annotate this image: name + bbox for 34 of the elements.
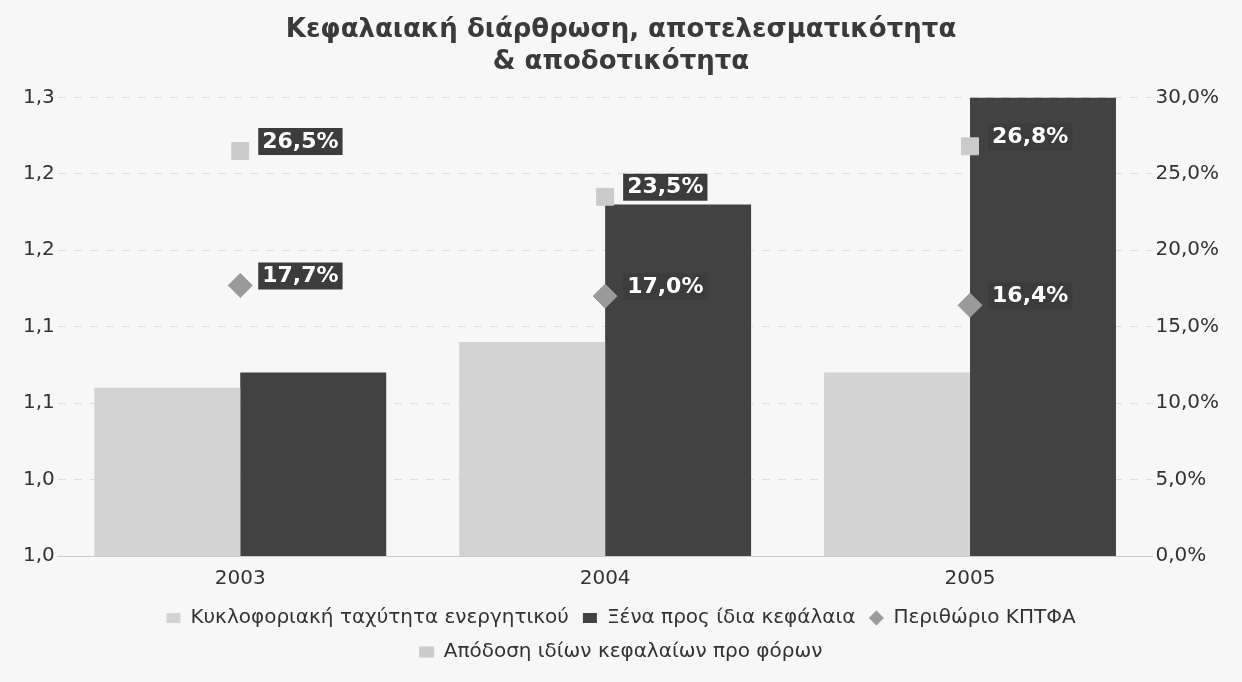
y-tick-label: 1,0 [22,465,55,490]
legend-label: Κυκλοφοριακή ταχύτητα ενεργητικού [190,604,569,629]
y-tick-label: 1,3 [22,83,55,108]
y-tick-label: 1,2 [22,160,55,185]
data-label: 16,4% [992,282,1069,308]
point [227,272,253,298]
y2-tick-label: 15,0% [1155,312,1220,337]
point [592,283,618,309]
chart-title: Κεφαλαιακή διάρθρωση, αποτελεσματικότητα & αποδοτικότητα [285,13,957,75]
point [596,187,615,206]
y2-tick-label: 20,0% [1155,236,1220,261]
y-tick-label: 1,1 [22,312,55,337]
x-tick-label: 2005 [944,565,996,590]
point [957,292,983,318]
x-tick-label: 2003 [214,565,266,590]
legend-label: Ξένα προς ίδια κεφάλαια [606,604,856,629]
legend-label: Περιθώριο ΚΠΤΦΑ [893,604,1076,629]
data-label: 17,0% [627,272,704,298]
y2-tick-label: 0,0% [1155,542,1207,567]
point [961,137,980,156]
y-tick-label: 1,0 [22,542,55,567]
legend-label: Απόδοση ιδίων κεφαλαίων προ φόρων [443,638,823,663]
point [231,141,250,160]
y-tick-label: 1,1 [22,389,55,414]
data-label: 23,5% [627,173,704,199]
y-tick-label: 1,2 [22,236,55,261]
data-label: 26,5% [262,127,339,153]
y2-tick-label: 5,0% [1155,465,1207,490]
data-label: 26,8% [992,123,1069,149]
x-tick-label: 2004 [579,565,631,590]
y2-tick-label: 10,0% [1155,389,1220,414]
data-label: 17,7% [262,262,339,288]
y2-tick-label: 25,0% [1155,160,1220,185]
y2-tick-label: 30,0% [1155,83,1220,108]
